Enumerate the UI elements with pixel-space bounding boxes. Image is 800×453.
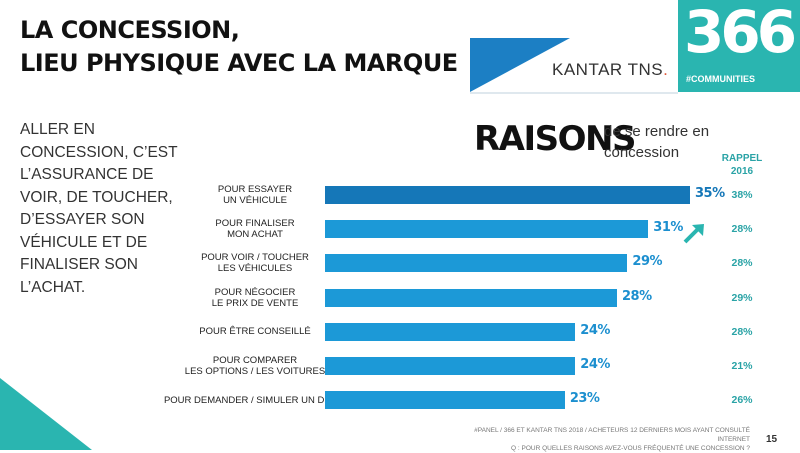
page-title: LA CONCESSION, LIEU PHYSIQUE AVEC LA MAR…: [20, 14, 458, 80]
body-text: ALLER EN CONCESSION, C’EST L’ASSURANCE D…: [20, 121, 178, 296]
value-label: 29%: [632, 254, 663, 270]
bar: [325, 186, 690, 204]
category-label: POUR NÉGOCIER LE PRIX DE VENTE: [211, 286, 299, 309]
page-title-line-1: LA CONCESSION,: [20, 16, 240, 44]
value-label: 24%: [580, 322, 610, 338]
kantar-tns-text: KANTAR TNS: [552, 60, 664, 79]
bottom-left-teal-triangle: [0, 378, 92, 450]
page-number: 15: [766, 434, 778, 445]
rappel-value: 28%: [731, 325, 753, 338]
rappel-value: 29%: [731, 291, 753, 304]
rappel-value: 28%: [731, 257, 753, 270]
footer-question-line: Q : POUR QUELLES RAISONS AVEZ-VOUS FRÉQU…: [511, 445, 750, 452]
category-label: POUR FINALISER MON ACHAT: [215, 218, 295, 241]
value-label: 23%: [569, 391, 600, 407]
chart-title: RAISONS: [474, 119, 636, 159]
footer-source: #PANEL / 366 ET KANTAR TNS 2018 / ACHETE…: [470, 426, 750, 453]
bar: [325, 254, 628, 273]
category-label: POUR VOIR / TOUCHER LES VÉHICULES: [201, 252, 309, 275]
rappel-value: 28%: [731, 223, 753, 236]
rappel-value: 38%: [731, 189, 753, 201]
chart-subtitle: de se rendre en concession: [604, 123, 710, 161]
value-label: 31%: [653, 220, 683, 236]
value-label: 35%: [695, 186, 725, 201]
bar: [325, 322, 576, 341]
trend-arrow-icon: [683, 224, 704, 244]
logo-366-block: [678, 0, 800, 92]
rappel-header: RAPPEL 2016: [721, 153, 763, 177]
category-label: POUR COMPARER LES OPTIONS / LES VOITURES: [184, 355, 326, 377]
kantar-tns-logo: KANTAR TNS.: [552, 60, 668, 80]
value-label: 24%: [580, 357, 610, 372]
category-label: POUR ÊTRE CONSEILLÉ: [199, 326, 311, 338]
page-title-line-2: LIEU PHYSIQUE AVEC LA MARQUE: [20, 49, 458, 77]
top-thin-line: [470, 92, 678, 94]
bar: [325, 391, 565, 410]
top-teal-band: [560, 28, 678, 92]
logo-communities-text: #COMMUNITIES: [686, 74, 756, 84]
rappel-value: 21%: [731, 360, 753, 372]
bar: [325, 357, 576, 375]
kantar-tns-mark: .: [663, 60, 669, 79]
rappel-value: 26%: [731, 394, 753, 407]
bar: [325, 220, 649, 239]
logo-366-number: 366: [684, 0, 797, 66]
category-label: POUR ESSAYER UN VÉHICULE: [217, 184, 293, 206]
footer-source-line: #PANEL / 366 ET KANTAR TNS 2018 / ACHETE…: [474, 427, 750, 443]
bar: [325, 288, 617, 307]
top-blue-triangle: [470, 38, 570, 92]
value-label: 28%: [622, 288, 652, 304]
